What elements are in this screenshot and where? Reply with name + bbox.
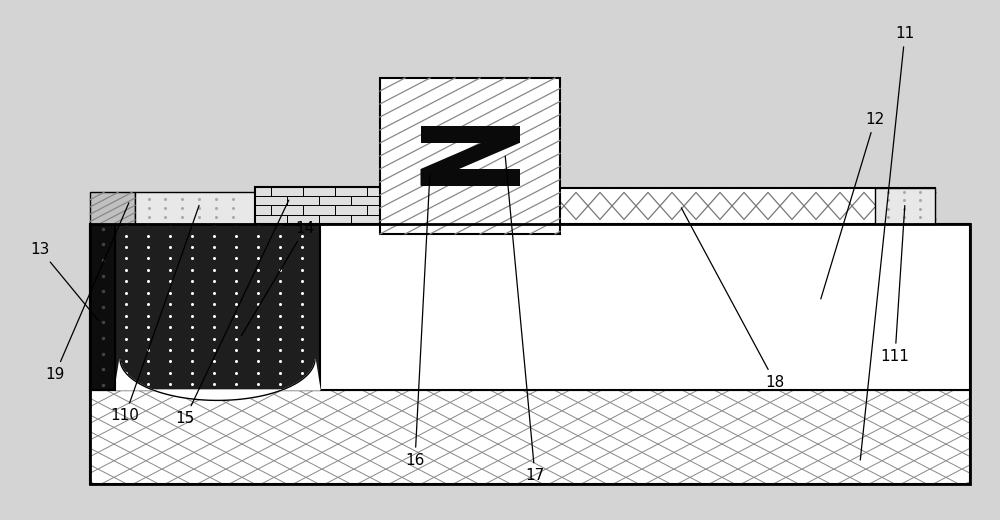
Text: 110: 110 [111, 205, 199, 423]
Text: 16: 16 [405, 174, 430, 467]
Text: 111: 111 [881, 205, 909, 363]
Text: 18: 18 [681, 208, 785, 389]
Text: 14: 14 [241, 222, 315, 335]
Polygon shape [115, 359, 320, 400]
Bar [115, 224, 320, 390]
Text: 15: 15 [175, 200, 289, 426]
Text: 11: 11 [860, 27, 915, 460]
Bar [420, 169, 520, 186]
Bar [90, 192, 135, 224]
Text: 17: 17 [505, 156, 545, 483]
Text: 12: 12 [821, 112, 885, 299]
Bar [875, 188, 935, 224]
Bar [135, 192, 255, 224]
Bar [90, 390, 970, 484]
Text: 13: 13 [30, 242, 98, 320]
Bar [420, 126, 520, 143]
Polygon shape [420, 126, 520, 186]
Bar [380, 78, 560, 234]
Bar [415, 188, 935, 224]
Bar [90, 224, 970, 484]
Bar [255, 187, 415, 224]
Text: 19: 19 [45, 203, 129, 382]
Bar [90, 224, 115, 390]
Bar [90, 224, 970, 390]
